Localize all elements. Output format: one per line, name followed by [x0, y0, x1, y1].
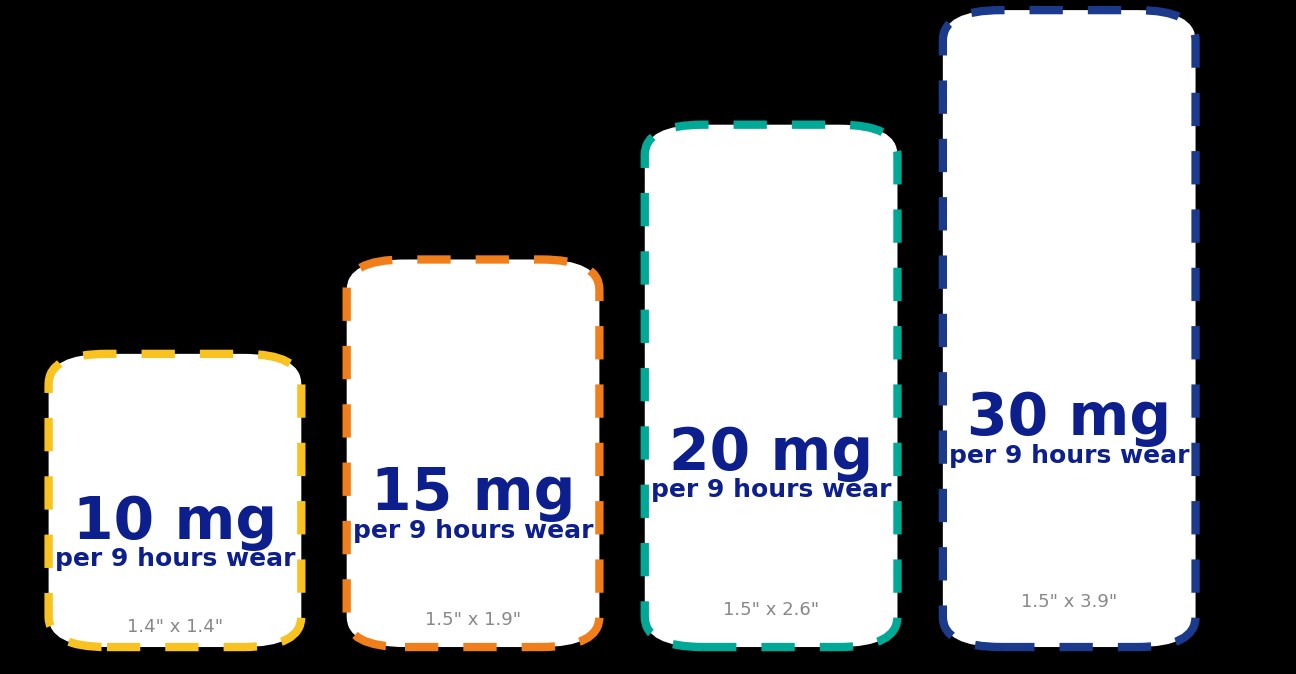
- FancyBboxPatch shape: [942, 10, 1195, 647]
- Text: per 9 hours wear: per 9 hours wear: [651, 479, 892, 502]
- Text: 1.5" x 3.9": 1.5" x 3.9": [1021, 593, 1117, 611]
- Text: 30 mg: 30 mg: [967, 390, 1172, 448]
- Text: 1.4" x 1.4": 1.4" x 1.4": [127, 617, 223, 636]
- Text: per 9 hours wear: per 9 hours wear: [54, 547, 295, 571]
- Text: 10 mg: 10 mg: [73, 493, 277, 551]
- Text: per 9 hours wear: per 9 hours wear: [353, 519, 594, 543]
- Text: per 9 hours wear: per 9 hours wear: [949, 444, 1190, 468]
- Text: 15 mg: 15 mg: [371, 465, 575, 522]
- Text: 20 mg: 20 mg: [669, 425, 874, 482]
- Text: 1.5" x 2.6": 1.5" x 2.6": [723, 601, 819, 619]
- FancyBboxPatch shape: [346, 259, 599, 647]
- Text: 1.5" x 1.9": 1.5" x 1.9": [425, 611, 521, 629]
- FancyBboxPatch shape: [644, 125, 897, 647]
- FancyBboxPatch shape: [49, 354, 301, 647]
